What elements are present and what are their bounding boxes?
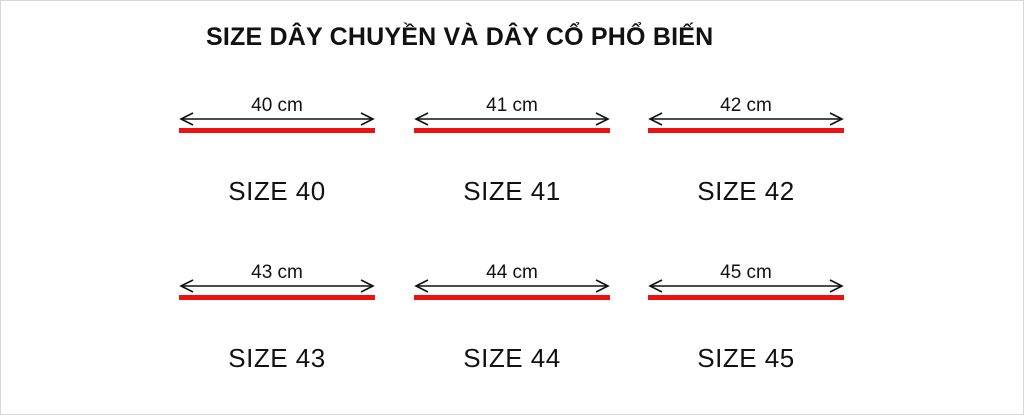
red-bar [179,128,375,133]
length-indicator: 44 cm [412,262,612,302]
size-item-41: 41 cm SIZE 41 [412,95,612,215]
length-label: 42 cm [720,95,772,116]
length-indicator: 42 cm [646,95,846,135]
double-arrow-icon [648,279,844,300]
size-item-40: 40 cm SIZE 40 [177,95,377,215]
size-item-45: 45 cm SIZE 45 [646,262,846,382]
size-label: SIZE 42 [697,176,795,206]
size-item-44: 44 cm SIZE 44 [412,262,612,382]
size-item-42: 42 cm SIZE 42 [646,95,846,215]
length-label: 40 cm [251,95,303,116]
red-bar [179,295,375,300]
length-indicator: 45 cm [646,262,846,302]
size-label: SIZE 40 [228,176,326,206]
red-bar [414,128,610,133]
length-label: 45 cm [720,262,772,283]
length-label: 43 cm [251,262,303,283]
length-indicator: 40 cm [177,95,377,135]
size-label: SIZE 44 [463,343,561,373]
red-bar [648,295,844,300]
size-label: SIZE 41 [463,176,561,206]
length-label: 41 cm [486,95,538,116]
length-indicator: 41 cm [412,95,612,135]
red-bar [648,128,844,133]
size-label: SIZE 45 [697,343,795,373]
double-arrow-icon [414,279,610,300]
double-arrow-icon [179,279,375,300]
size-label: SIZE 43 [228,343,326,373]
length-indicator: 43 cm [177,262,377,302]
chart-title: SIZE DÂY CHUYỀN VÀ DÂY CỔ PHỔ BIẾN [206,23,714,51]
double-arrow-icon [414,112,610,133]
length-label: 44 cm [486,262,538,283]
size-item-43: 43 cm SIZE 43 [177,262,377,382]
double-arrow-icon [648,112,844,133]
red-bar [414,295,610,300]
double-arrow-icon [179,112,375,133]
